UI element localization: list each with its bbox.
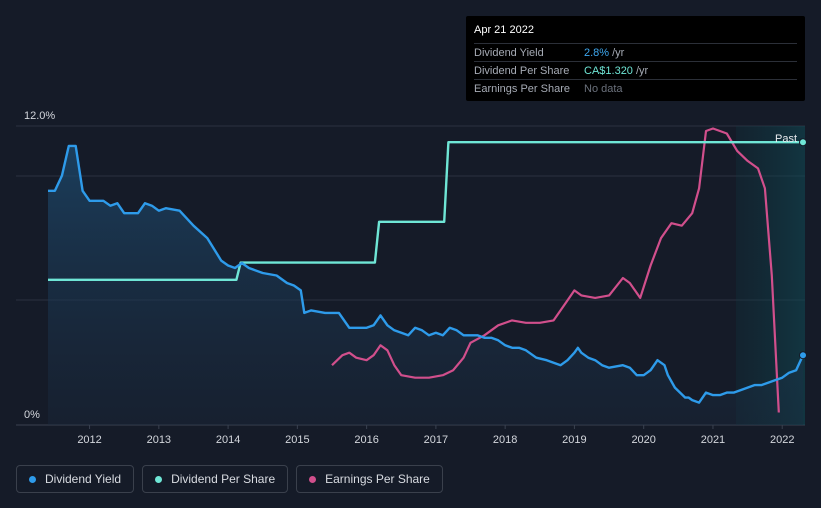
tooltip-value: CA$1.320 [584, 64, 633, 77]
tooltip-unit: /yr [612, 46, 625, 59]
tooltip-row-dividend-yield: Dividend Yield 2.8% /yr [474, 43, 797, 61]
x-tick-label: 2016 [354, 434, 378, 446]
legend-dividend-yield[interactable]: Dividend Yield [16, 465, 135, 493]
x-tick-label: 2012 [77, 434, 101, 446]
x-tick-label: 2020 [631, 434, 655, 446]
chart-legend: Dividend Yield Dividend Per Share Earnin… [16, 465, 443, 493]
legend-label: Earnings Per Share [325, 472, 430, 486]
x-tick-label: 2022 [770, 434, 794, 446]
tooltip-panel: Apr 21 2022 Dividend Yield 2.8% /yr Divi… [466, 16, 805, 101]
x-tick-label: 2017 [424, 434, 448, 446]
dividend-yield-line [48, 144, 805, 404]
x-tick-label: 2018 [493, 434, 517, 446]
dividend-yield-area [48, 145, 803, 425]
tooltip-label: Dividend Yield [474, 46, 544, 59]
x-tick-label: 2015 [285, 434, 309, 446]
x-tick-label: 2013 [147, 434, 171, 446]
x-tick-label: 2021 [701, 434, 725, 446]
tooltip-row-earnings-per-share: Earnings Per Share No data [474, 79, 797, 97]
y-axis-max-label: 12.0% [24, 110, 55, 122]
tooltip-date: Apr 21 2022 [474, 24, 534, 36]
legend-label: Dividend Yield [45, 472, 122, 486]
dividend-per-share-end-point [799, 138, 807, 147]
legend-dot-icon [29, 475, 36, 483]
dividend-yield-end-point [799, 351, 807, 360]
dividend-per-share-line [48, 141, 803, 281]
tooltip-label: Earnings Per Share [474, 82, 570, 95]
legend-label: Dividend Per Share [171, 472, 276, 486]
x-tick-label: 2014 [216, 434, 240, 446]
tooltip-unit: /yr [635, 64, 649, 77]
legend-dot-icon [155, 475, 163, 483]
x-tick-label: 2019 [562, 434, 586, 446]
earnings-per-share-line [331, 127, 780, 413]
tooltip-label: Dividend Per Share [474, 64, 570, 77]
legend-earnings-per-share[interactable]: Earnings Per Share [296, 465, 443, 493]
tooltip-value: No data [584, 82, 623, 95]
legend-dot-icon [309, 475, 317, 483]
y-axis-min-label: 0% [24, 409, 40, 421]
tooltip-value: 2.8% [584, 46, 610, 59]
legend-dividend-per-share[interactable]: Dividend Per Share [142, 465, 289, 493]
tooltip-row-dividend-per-share: Dividend Per Share CA$1.320 /yr [474, 61, 797, 79]
past-label: Past [775, 133, 797, 145]
